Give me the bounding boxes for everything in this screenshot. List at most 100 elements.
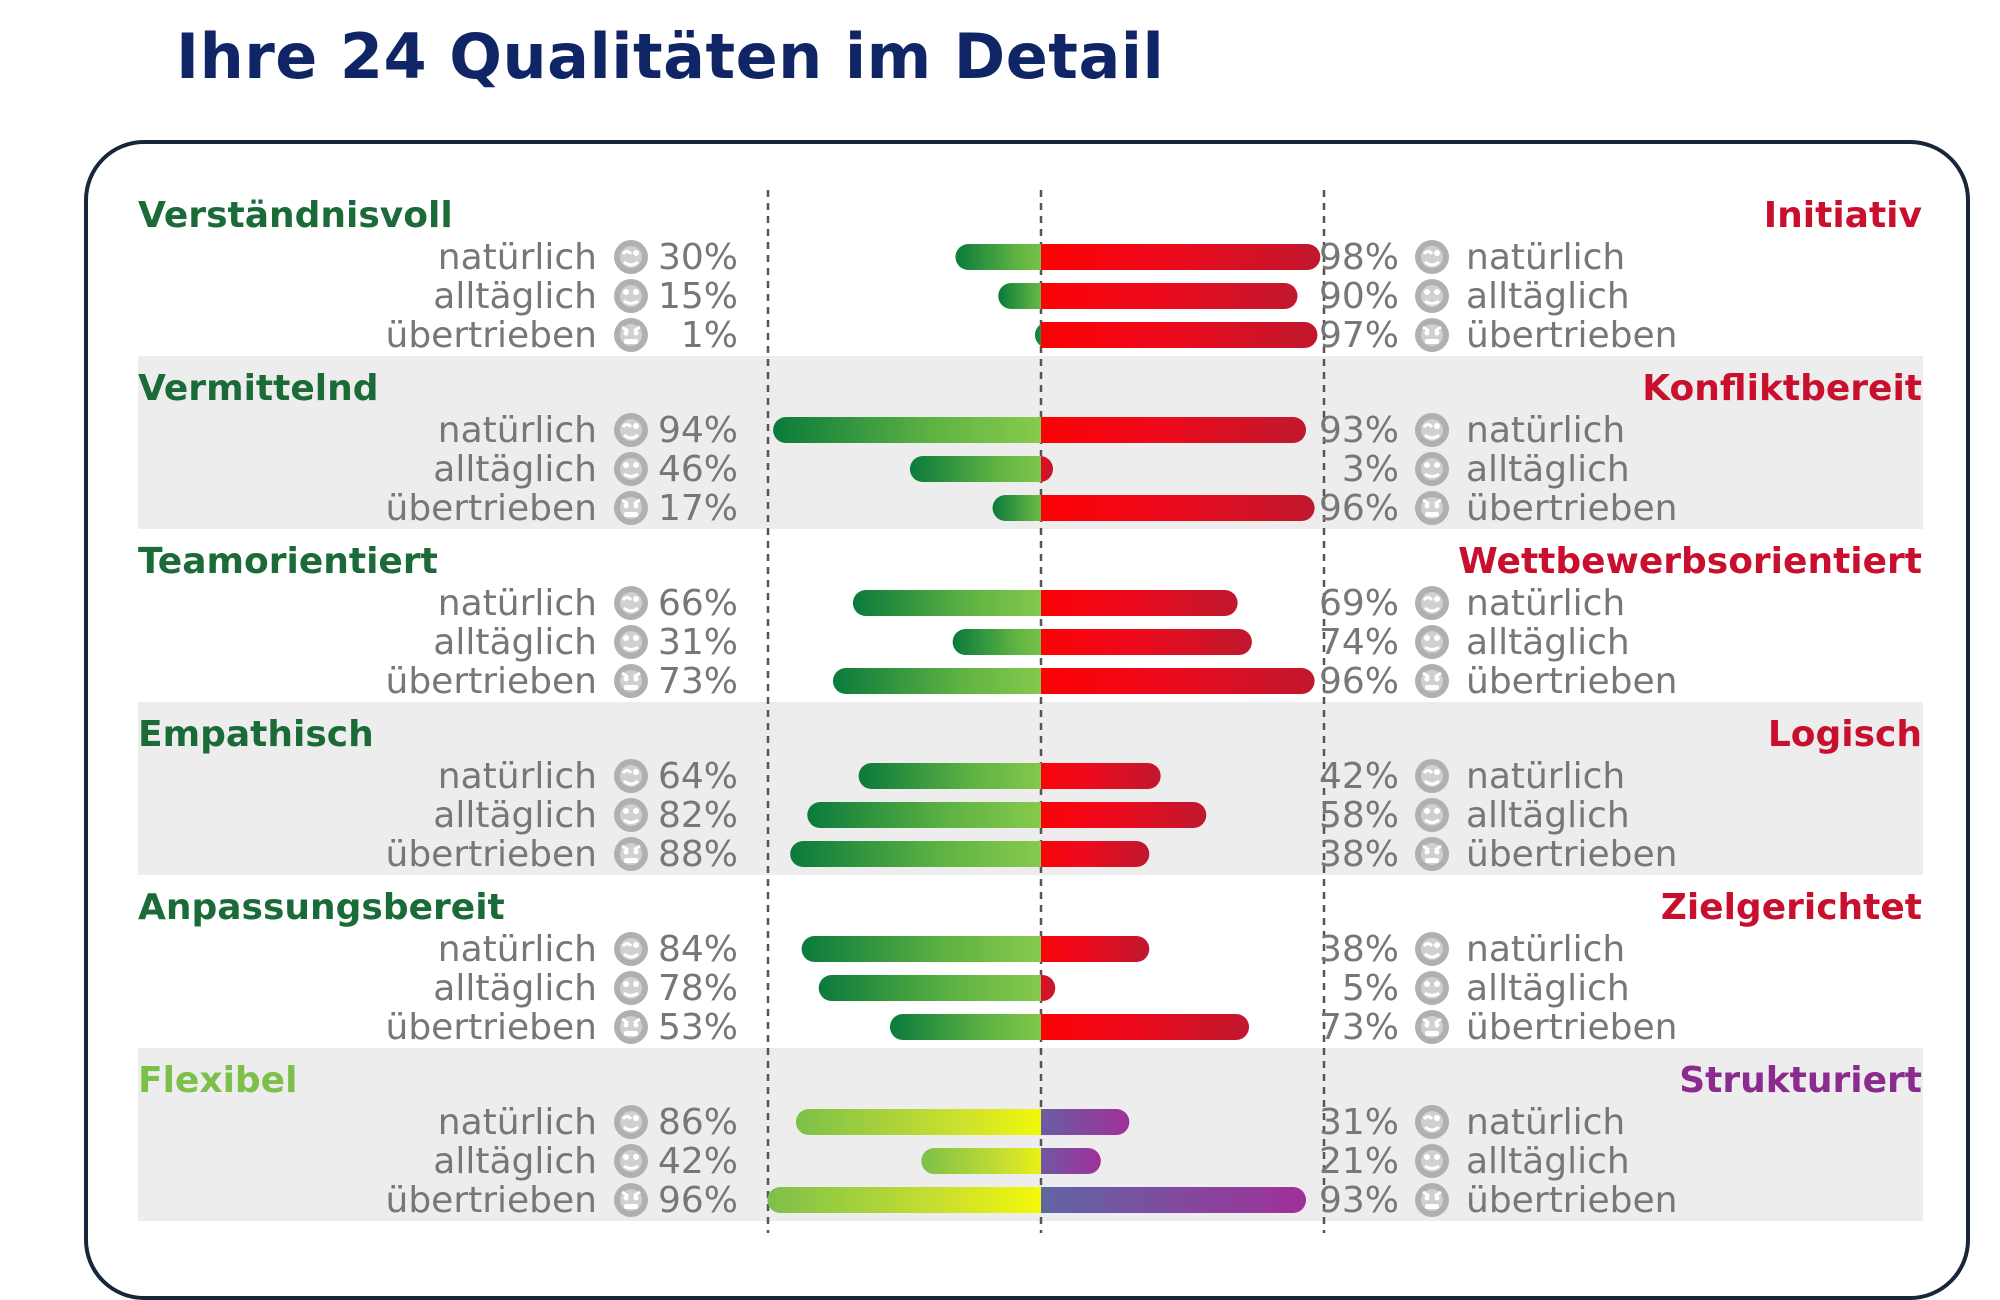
heading-logisch: Logisch <box>1768 714 1922 755</box>
bar-right-logisch-uebertrieben <box>1041 841 1150 867</box>
bar-right-wettbewerbsorientiert-uebertrieben <box>1041 668 1315 694</box>
neutral-face-icon <box>614 452 648 486</box>
neutral-face-icon <box>614 625 648 659</box>
value-label: 97% <box>1319 315 1399 356</box>
value-label: 38% <box>1319 834 1399 875</box>
bar-right-initiativ-uebertrieben <box>1041 322 1318 348</box>
value-label: 31% <box>658 622 738 663</box>
bar-right-konfliktbereit-natuerlich <box>1041 417 1307 443</box>
angry-face-icon <box>1415 664 1449 698</box>
value-label: 82% <box>658 795 738 836</box>
value-label: 58% <box>1319 795 1399 836</box>
angry-face-icon <box>1415 1183 1449 1217</box>
bar-left-flexibel-natuerlich <box>795 1109 1041 1135</box>
heading-wettbewerbsorientiert: Wettbewerbsorientiert <box>1458 541 1922 582</box>
bar-left-vermittelnd-natuerlich <box>773 417 1041 443</box>
bar-left-verstaendnisvoll-uebertrieben <box>1035 324 1041 346</box>
row-label: übertrieben <box>386 1180 598 1221</box>
bar-left-verstaendnisvoll-alltaeglich <box>998 283 1041 309</box>
neutral-face-icon <box>614 279 648 313</box>
value-label: 53% <box>658 1007 738 1048</box>
value-label: 46% <box>658 449 738 490</box>
winking-face-icon <box>1415 586 1449 620</box>
row-label: natürlich <box>1466 237 1625 278</box>
bar-left-teamorientiert-uebertrieben <box>832 668 1041 694</box>
value-label: 73% <box>1319 1007 1399 1048</box>
heading-verstaendnisvoll: Verständnisvoll <box>138 195 453 236</box>
neutral-face-icon <box>614 798 648 832</box>
angry-face-icon <box>614 1010 648 1044</box>
value-label: 42% <box>1319 756 1399 797</box>
angry-face-icon <box>1415 318 1449 352</box>
heading-teamorientiert: Teamorientiert <box>138 541 438 582</box>
value-label: 38% <box>1319 929 1399 970</box>
row-label: alltäglich <box>433 795 597 836</box>
winking-face-icon <box>614 1105 648 1139</box>
page-title: Ihre 24 Qualitäten im Detail <box>176 20 1165 93</box>
neutral-face-icon <box>1415 625 1449 659</box>
row-label: übertrieben <box>1466 1007 1678 1048</box>
row-label: übertrieben <box>386 315 598 356</box>
winking-face-icon <box>1415 240 1449 274</box>
row-label: alltäglich <box>1466 622 1630 663</box>
bar-right-wettbewerbsorientiert-alltaeglich <box>1041 629 1252 655</box>
heading-anpassungsbereit: Anpassungsbereit <box>138 887 505 928</box>
row-label: natürlich <box>438 929 597 970</box>
value-label: 17% <box>658 488 738 529</box>
row-label: natürlich <box>438 237 597 278</box>
row-label: alltäglich <box>433 622 597 663</box>
neutral-face-icon <box>1415 452 1449 486</box>
row-label: natürlich <box>1466 410 1625 451</box>
row-label: übertrieben <box>1466 315 1678 356</box>
qualities-chart: Verständnisvoll Initiativ natürlich 30% 98% n… <box>138 190 1923 1233</box>
angry-face-icon <box>614 491 648 525</box>
value-label: 5% <box>1342 968 1399 1009</box>
bar-left-vermittelnd-alltaeglich <box>909 456 1041 482</box>
bar-right-konfliktbereit-alltaeglich <box>1041 456 1053 482</box>
row-label: übertrieben <box>386 661 598 702</box>
bar-right-strukturiert-uebertrieben <box>1041 1187 1307 1213</box>
row-label: natürlich <box>438 410 597 451</box>
heading-empathisch: Empathisch <box>138 714 374 755</box>
value-label: 21% <box>1319 1141 1399 1182</box>
value-label: 86% <box>658 1102 738 1143</box>
angry-face-icon <box>614 837 648 871</box>
heading-konfliktbereit: Konfliktbereit <box>1642 368 1922 409</box>
value-label: 96% <box>658 1180 738 1221</box>
value-label: 78% <box>658 968 738 1009</box>
value-label: 42% <box>658 1141 738 1182</box>
value-label: 84% <box>658 929 738 970</box>
bar-left-flexibel-uebertrieben <box>767 1187 1041 1213</box>
angry-face-icon <box>1415 837 1449 871</box>
value-label: 69% <box>1319 583 1399 624</box>
heading-initiativ: Initiativ <box>1764 195 1922 236</box>
angry-face-icon <box>1415 491 1449 525</box>
bar-left-anpassungsbereit-natuerlich <box>801 936 1041 962</box>
winking-face-icon <box>614 240 648 274</box>
row-label: alltäglich <box>433 449 597 490</box>
row-label: natürlich <box>438 1102 597 1143</box>
row-label: übertrieben <box>386 834 598 875</box>
bar-left-teamorientiert-natuerlich <box>852 590 1041 616</box>
value-label: 96% <box>1319 488 1399 529</box>
value-label: 73% <box>658 661 738 702</box>
bar-left-empathisch-uebertrieben <box>790 841 1041 867</box>
neutral-face-icon <box>614 971 648 1005</box>
value-label: 88% <box>658 834 738 875</box>
bar-right-zielgerichtet-uebertrieben <box>1041 1014 1250 1040</box>
row-label: alltäglich <box>1466 449 1630 490</box>
angry-face-icon <box>614 1183 648 1217</box>
row-label: übertrieben <box>386 488 598 529</box>
value-label: 3% <box>1342 449 1399 490</box>
bar-left-anpassungsbereit-alltaeglich <box>818 975 1041 1001</box>
winking-face-icon <box>614 586 648 620</box>
winking-face-icon <box>1415 932 1449 966</box>
bar-left-anpassungsbereit-uebertrieben <box>889 1014 1041 1040</box>
winking-face-icon <box>614 413 648 447</box>
bar-right-wettbewerbsorientiert-natuerlich <box>1041 590 1238 616</box>
neutral-face-icon <box>1415 1144 1449 1178</box>
bar-right-strukturiert-alltaeglich <box>1041 1148 1101 1174</box>
value-label: 64% <box>658 756 738 797</box>
row-label: übertrieben <box>1466 1180 1678 1221</box>
row-label: alltäglich <box>1466 276 1630 317</box>
